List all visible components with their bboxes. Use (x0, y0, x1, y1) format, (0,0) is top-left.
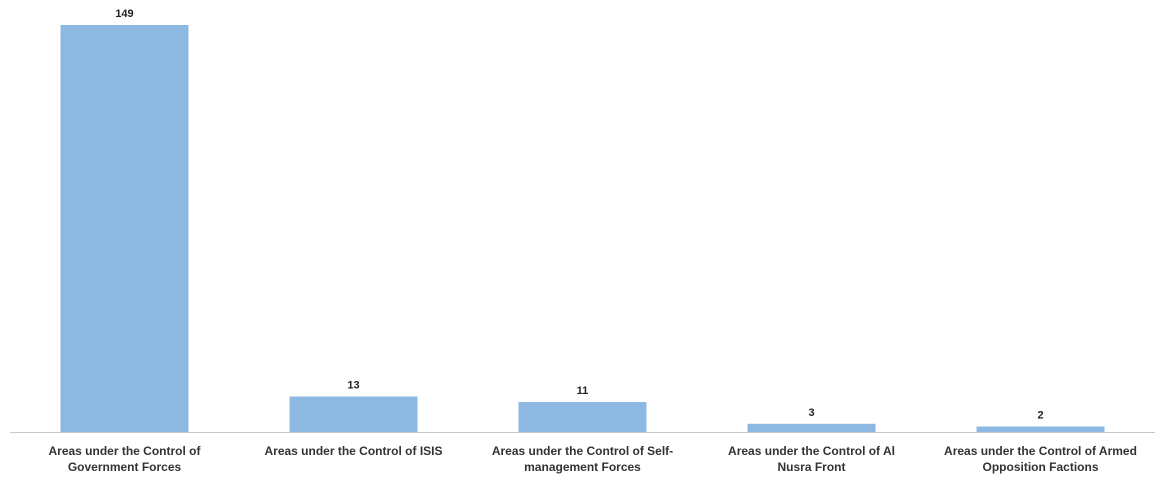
bar-value-label-2: 11 (577, 385, 589, 397)
category-label-line: Nusra Front (777, 460, 845, 474)
category-label-line: Areas under the Control of (48, 444, 201, 458)
category-labels-layer: Areas under the Control of Government For… (48, 444, 1136, 474)
category-label-line: Opposition Factions (983, 460, 1099, 474)
category-label-0: Areas under the Control of Government For… (48, 444, 201, 474)
category-label-line: Government Forces (68, 460, 182, 474)
bar-value-label-1: 13 (347, 380, 359, 392)
bar-3 (747, 423, 876, 432)
category-label-3: Areas under the Control of Al Nusra Front (728, 444, 895, 474)
category-label-line: management Forces (524, 460, 641, 474)
value-labels-layer: 149 13 11 3 2 (115, 8, 1043, 422)
bars-layer (60, 25, 1105, 432)
category-label-line: Areas under the Control of Al (728, 444, 895, 458)
category-label-line: Areas under the Control of Self- (492, 444, 673, 458)
bar-0 (60, 25, 189, 432)
category-label-line: Areas under the Control of ISIS (264, 444, 442, 458)
category-label-2: Areas under the Control of Self-manageme… (492, 444, 673, 474)
category-label-4: Areas under the Control of Armed Oppositi… (944, 444, 1137, 474)
bar-value-label-4: 2 (1037, 410, 1043, 422)
bar-1 (289, 396, 418, 432)
category-label-line: Areas under the Control of Armed (944, 444, 1137, 458)
bar-4 (976, 426, 1105, 432)
category-label-1: Areas under the Control of ISIS (264, 444, 442, 458)
bar-value-label-0: 149 (115, 8, 133, 20)
bar-2 (518, 402, 647, 432)
bar-value-label-3: 3 (808, 407, 814, 419)
